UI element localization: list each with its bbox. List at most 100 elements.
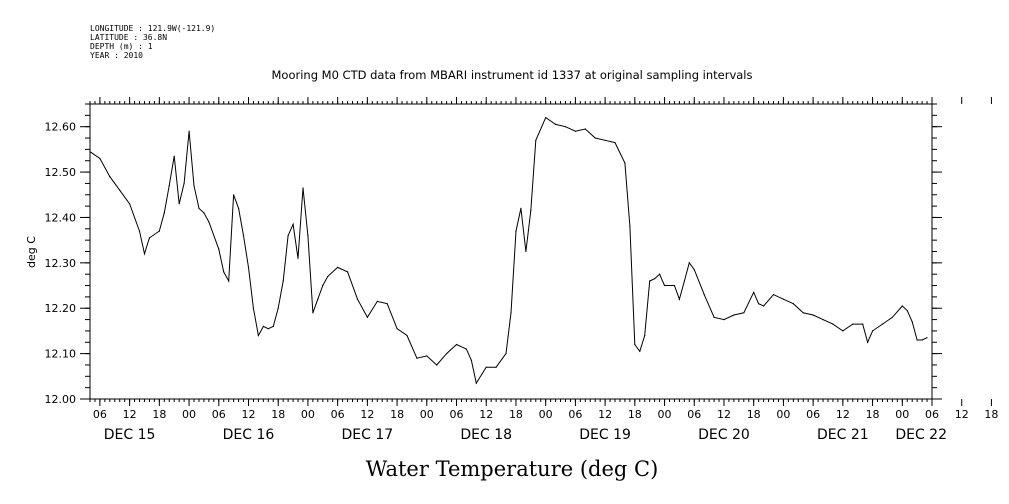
data-point — [183, 182, 185, 184]
data-point — [713, 316, 715, 318]
data-point — [178, 203, 180, 205]
data-point — [852, 323, 854, 325]
data-point — [792, 303, 794, 305]
x-tick-label: 18 — [390, 408, 404, 421]
x-tick-label: 12 — [598, 408, 612, 421]
data-point — [168, 185, 170, 187]
data-point — [193, 185, 195, 187]
x-day-labels: DEC 15 DEC 16 DEC 17 DEC 18 DEC 19 DEC 20 DEC … — [104, 427, 947, 443]
data-point — [242, 235, 245, 237]
data-point — [921, 339, 923, 341]
data-point — [520, 207, 522, 209]
data-point — [649, 280, 651, 282]
meta-block: LONGITUDE : 121.9W(-121.9) LATITUDE : 36… — [90, 24, 215, 60]
data-point — [867, 341, 869, 343]
x-tick-label: 00 — [539, 408, 553, 421]
data-point — [703, 294, 705, 296]
data-point — [446, 353, 448, 355]
data-point — [138, 230, 141, 232]
data-point — [604, 139, 606, 141]
data-point — [906, 309, 908, 312]
x-tick-labels: 06 12 18 00 06 12 18 00 06 12 18 00 06 12 18 00 06 12 18 00… — [93, 408, 999, 421]
data-point — [322, 284, 324, 287]
data-point — [659, 273, 661, 275]
x-tick-label: 12 — [836, 408, 850, 421]
data-point — [376, 300, 378, 302]
x-day-label: DEC 21 — [817, 427, 869, 443]
x-tick-label: 06 — [925, 408, 939, 421]
data-point — [758, 303, 760, 305]
x-tick-label: 18 — [628, 408, 642, 421]
data-point — [505, 353, 507, 355]
data-point — [386, 303, 388, 305]
data-point — [188, 130, 190, 132]
data-point — [307, 235, 309, 237]
data-point — [396, 328, 398, 330]
y-tick-label: 12.00 — [45, 393, 77, 406]
x-tick-label: 00 — [182, 408, 196, 421]
x-day-label: DEC 20 — [698, 427, 750, 443]
data-point — [198, 207, 200, 209]
meta-depth: DEPTH (m) : 1 — [90, 42, 153, 51]
meta-year: YEAR : 2010 — [90, 51, 143, 60]
x-tick-label: 18 — [509, 408, 523, 421]
data-point — [327, 275, 329, 278]
x-tick-label: 06 — [93, 408, 107, 421]
data-point — [911, 321, 913, 323]
data-point — [233, 194, 235, 196]
chart-title: Mooring M0 CTD data from MBARI instrumen… — [272, 68, 753, 82]
data-point — [683, 280, 686, 282]
data-point — [624, 162, 626, 164]
x-tick-label: 18 — [984, 408, 998, 421]
x-day-label: DEC 18 — [460, 427, 512, 443]
data-point — [564, 126, 567, 128]
x-tick-label: 00 — [658, 408, 672, 421]
data-point — [143, 253, 146, 255]
y-axis-label: deg C — [25, 236, 38, 268]
x-tick-label: 00 — [895, 408, 909, 421]
x-tick-label: 12 — [479, 408, 493, 421]
data-point — [688, 262, 690, 264]
data-point — [287, 235, 289, 237]
x-day-label: DEC 19 — [579, 427, 631, 443]
data-point — [223, 271, 225, 273]
data-point — [416, 357, 418, 359]
data-point — [495, 366, 497, 368]
meta-latitude: LATITUDE : 36.8N — [90, 33, 167, 42]
data-point — [426, 355, 428, 357]
data-point — [267, 328, 269, 330]
y-tick-label: 12.60 — [45, 121, 77, 134]
data-point — [317, 298, 319, 300]
tick-marks — [80, 97, 992, 406]
data-point — [693, 269, 695, 271]
data-point — [901, 305, 903, 307]
data-point — [862, 323, 864, 325]
x-tick-label: 06 — [212, 408, 226, 421]
data-point — [515, 230, 517, 232]
data-point — [545, 117, 547, 119]
data-point — [312, 312, 314, 314]
y-tick-label: 12.40 — [45, 211, 77, 224]
data-point — [654, 278, 656, 280]
y-tick-label: 12.10 — [45, 348, 77, 361]
temperature-series-line — [89, 116, 928, 385]
data-point — [772, 294, 775, 296]
data-point — [247, 266, 250, 268]
data-point — [872, 330, 874, 332]
data-point — [262, 325, 264, 327]
data-point — [208, 221, 210, 223]
data-point — [272, 325, 274, 327]
data-point — [465, 348, 467, 350]
data-point — [743, 312, 745, 314]
x-day-label: DEC 17 — [342, 427, 394, 443]
data-point — [119, 189, 121, 191]
data-point — [238, 207, 240, 209]
data-point — [916, 339, 918, 341]
x-tick-label: 18 — [747, 408, 761, 421]
data-point — [763, 305, 765, 307]
data-point — [782, 298, 785, 300]
data-point — [109, 176, 111, 178]
data-point — [733, 314, 735, 316]
data-point — [753, 291, 755, 293]
